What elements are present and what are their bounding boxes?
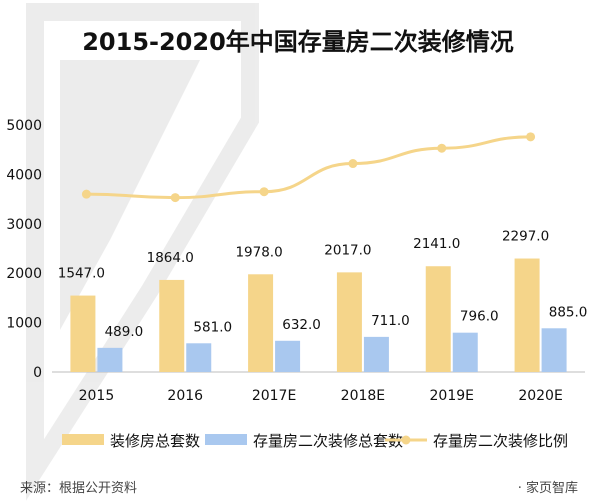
legend-label: 存量房二次装修总套数 [253, 432, 403, 450]
bar [97, 347, 123, 372]
bar-data-label: 632.0 [282, 317, 321, 333]
y-tick-label: 4000 [6, 167, 42, 183]
line-point [259, 187, 269, 197]
bar-data-label: 2297.0 [502, 229, 549, 245]
x-tick-label: 2020E [518, 388, 562, 404]
legend-swatch [205, 434, 247, 445]
chart-title: 2015-2020年中国存量房二次装修情况 [82, 28, 514, 56]
legend-label: 装修房总套数 [110, 432, 200, 450]
series-line [86, 135, 531, 200]
watermark-logo [26, 3, 259, 501]
bar-data-label: 1978.0 [235, 244, 282, 260]
line-series [81, 132, 536, 203]
x-axis: 2015 2016 2017E 2018E 2019E 2020E [52, 371, 585, 404]
bar-data-label: 1864.0 [147, 250, 194, 266]
bar-data-label: 581.0 [193, 319, 232, 335]
y-tick-label: 2000 [6, 266, 42, 282]
bar-data-label: 489.0 [105, 324, 144, 340]
x-tick-label: 2015 [79, 388, 115, 404]
footer-brand: · 家页智库 [518, 480, 578, 496]
footer-source: 来源：根据公开资料 [20, 481, 137, 496]
x-tick-label: 2017E [252, 388, 296, 404]
bar [248, 274, 274, 372]
bar [514, 258, 540, 372]
y-tick-label: 5000 [6, 118, 42, 134]
bar [186, 343, 212, 372]
x-tick-label: 2016 [167, 388, 203, 404]
legend-marker [401, 435, 411, 445]
bar [336, 272, 362, 372]
bars: 1547.0 1864.0 1978.0 2017.0 2141.0 2297.0 489.… [58, 229, 588, 372]
line-point [81, 189, 91, 199]
bar-data-label: 1547.0 [58, 266, 105, 282]
x-tick-label: 2018E [341, 388, 385, 404]
bar [452, 332, 478, 372]
y-tick-label: 1000 [6, 316, 42, 332]
legend-label: 存量房二次装修比例 [433, 432, 568, 450]
y-tick-label: 0 [33, 365, 42, 381]
bar [275, 340, 301, 372]
bar [70, 295, 96, 372]
line-point [437, 143, 447, 153]
bar-data-label: 796.0 [460, 309, 499, 325]
legend-swatch [62, 434, 104, 445]
line-point [526, 132, 536, 142]
bar [425, 266, 451, 372]
legend: 装修房总套数 存量房二次装修总套数 存量房二次装修比例 [62, 432, 568, 450]
bar-data-label: 2017.0 [324, 242, 371, 258]
bar-data-label: 885.0 [549, 304, 588, 320]
line-point [170, 193, 180, 203]
bar-data-label: 711.0 [371, 313, 410, 329]
y-tick-label: 3000 [6, 217, 42, 233]
line-point [348, 159, 358, 169]
x-tick-label: 2019E [430, 388, 474, 404]
y-axis: 0 1000 2000 3000 4000 5000 [6, 118, 42, 381]
bar [159, 279, 185, 372]
bar [363, 336, 389, 372]
bar-data-label: 2141.0 [413, 236, 460, 252]
bar [541, 328, 567, 372]
